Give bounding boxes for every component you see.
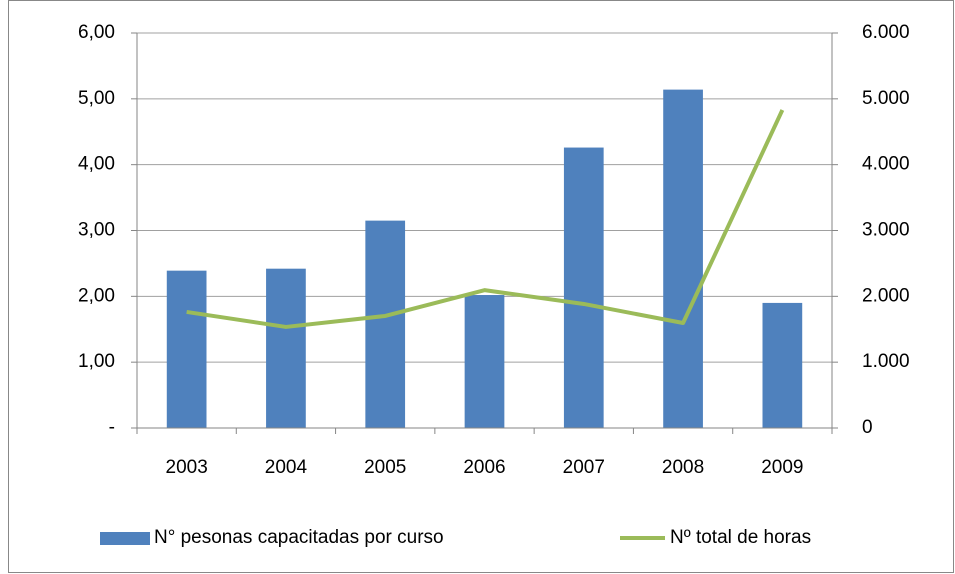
y-tick-label: 4,00	[78, 154, 115, 175]
bar	[663, 89, 703, 428]
x-tick-label: 2008	[662, 457, 704, 478]
legend-label: N° pesonas capacitadas por curso	[154, 527, 444, 548]
legend-label: Nº total de horas	[670, 527, 811, 548]
y2-tick-label: 5.000	[862, 88, 910, 109]
y-tick-label: 6,00	[78, 22, 115, 43]
line	[186, 109, 785, 329]
y-tick-label: 1,00	[78, 351, 115, 372]
x-tick-label: 2009	[761, 457, 803, 478]
y-tick-label: 2,00	[78, 285, 115, 306]
x-tick-label: 2004	[265, 457, 308, 478]
bar	[563, 147, 604, 429]
y2-tick-label: 4.000	[862, 154, 910, 175]
x-tick-label: 2005	[364, 457, 406, 478]
bar	[762, 302, 803, 428]
chart-frame	[8, 0, 954, 573]
y2-tick-label: 6.000	[862, 22, 910, 43]
x-tick-label: 2003	[166, 457, 208, 478]
legend-swatch	[100, 532, 150, 545]
y2-tick-label: 2.000	[862, 285, 910, 306]
y-tick-label: 3,00	[78, 220, 115, 241]
y2-tick-label: 1.000	[862, 351, 910, 372]
bar	[266, 268, 306, 428]
bar	[464, 295, 505, 428]
y2-tick-label: 3.000	[862, 220, 910, 241]
y-tick-label: 5,00	[78, 88, 115, 109]
x-tick-label: 2006	[463, 457, 505, 478]
y2-tick-label: 0	[862, 417, 873, 438]
bar	[365, 220, 406, 428]
bar	[166, 270, 207, 428]
y-tick-label: -	[109, 417, 115, 438]
x-tick-label: 2007	[563, 457, 605, 478]
